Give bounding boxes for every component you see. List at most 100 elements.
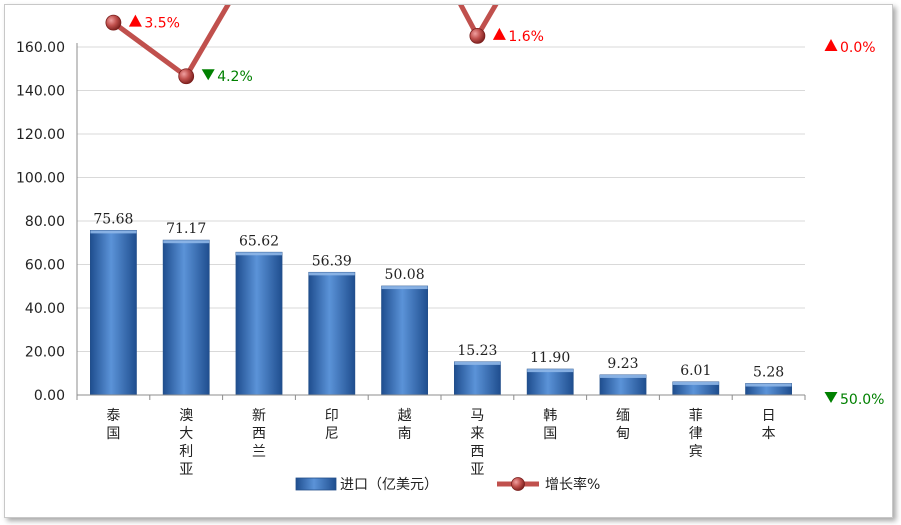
x-category-label: 菲律宾 xyxy=(689,408,703,460)
x-category-char: 南 xyxy=(398,426,412,442)
legend-line-marker xyxy=(511,477,525,491)
bar-top-highlight xyxy=(90,230,137,234)
x-category-char: 律 xyxy=(689,426,703,442)
y-tick-label: 100.00 xyxy=(16,171,65,187)
x-category-char: 泰 xyxy=(106,408,120,424)
bar-top-highlight xyxy=(527,369,574,373)
growth-line xyxy=(111,5,499,79)
bar xyxy=(308,271,356,396)
x-category-char: 澳 xyxy=(179,408,193,424)
bar-value-label: 75.68 xyxy=(93,211,133,227)
y-tick-label: 0.00 xyxy=(34,388,65,404)
x-category-char: 国 xyxy=(106,426,120,442)
bar-series: 75.68 71.17 65.62 56.39 50.08 15.23 11.90 9.23 6… xyxy=(90,211,792,396)
growth-line-series: 3.5%4.2%13.7%24.3%21.2%1.6%19.4%22.9%30.… xyxy=(105,5,544,85)
secondary-bottom-text: 50.0% xyxy=(840,392,884,408)
growth-point xyxy=(469,27,486,44)
bar-top-highlight xyxy=(600,374,646,378)
bar-top-highlight xyxy=(381,286,428,290)
bar xyxy=(453,361,501,396)
x-category-char: 西 xyxy=(470,444,484,460)
legend-bar-swatch xyxy=(295,477,337,491)
x-category-char: 马 xyxy=(470,408,484,424)
bar-value-label: 50.08 xyxy=(385,267,425,283)
bar-value-label: 56.39 xyxy=(312,253,352,269)
bar-top-highlight xyxy=(163,240,210,244)
x-category-label: 韩国 xyxy=(543,408,557,442)
x-category-char: 亚 xyxy=(179,462,193,478)
bar-top-highlight xyxy=(308,272,355,276)
y-tick-label: 120.00 xyxy=(16,127,65,143)
bar xyxy=(90,229,137,396)
legend-bar-label: 进口（亿美元） xyxy=(340,477,438,493)
legend-item-line: 增长率% xyxy=(497,476,600,493)
x-category-label: 日本 xyxy=(762,408,776,442)
growth-label: 1.6% xyxy=(492,27,544,45)
x-category-char: 来 xyxy=(470,426,484,442)
x-category-char: 利 xyxy=(179,444,193,460)
x-category-char: 亚 xyxy=(470,462,484,478)
secondary-bottom-label: 50.0% xyxy=(824,392,884,408)
bar-value-label: 15.23 xyxy=(457,343,497,359)
bar xyxy=(235,251,283,396)
chart-frame: 0.00 20.00 40.00 60.00 80.00 100.00 120.00 140.… xyxy=(4,4,893,518)
x-category-label: 缅甸 xyxy=(616,408,630,442)
x-category-char: 大 xyxy=(179,426,193,442)
bar xyxy=(162,239,210,396)
chart-svg: 0.00 20.00 40.00 60.00 80.00 100.00 120.00 140.… xyxy=(16,5,884,493)
growth-point xyxy=(178,68,195,85)
up-arrow-icon xyxy=(492,27,506,40)
up-arrow-icon xyxy=(824,39,838,51)
x-category-char: 宾 xyxy=(689,444,703,460)
y-tick-label: 140.00 xyxy=(16,84,65,100)
y-axis: 0.00 20.00 40.00 60.00 80.00 100.00 120.00 140.… xyxy=(16,40,78,404)
x-category-char: 新 xyxy=(252,408,266,424)
x-category-label: 泰国 xyxy=(106,408,120,442)
bar-value-label: 6.01 xyxy=(680,363,711,379)
x-category-char: 缅 xyxy=(616,408,630,424)
y-tick-label: 40.00 xyxy=(25,301,65,317)
bar xyxy=(381,285,429,396)
bar xyxy=(599,374,647,396)
down-arrow-icon xyxy=(201,69,215,81)
up-arrow-icon xyxy=(128,14,142,27)
growth-value-label: 1.6% xyxy=(508,29,544,45)
x-category-char: 韩 xyxy=(543,408,557,424)
x-category-char: 兰 xyxy=(252,444,266,460)
secondary-top-label: 0.0% xyxy=(824,39,876,56)
growth-value-label: 3.5% xyxy=(144,16,180,32)
x-category-char: 越 xyxy=(398,408,412,424)
x-category-char: 西 xyxy=(252,426,266,442)
down-arrow-icon xyxy=(824,392,838,403)
x-category-char: 印 xyxy=(325,408,339,424)
growth-label: 3.5% xyxy=(128,14,180,32)
bar-value-label: 65.62 xyxy=(239,233,279,249)
x-category-char: 国 xyxy=(543,426,557,442)
x-category-char: 日 xyxy=(762,408,776,424)
bar-value-label: 9.23 xyxy=(607,356,638,372)
x-category-char: 本 xyxy=(762,426,776,442)
y-tick-label: 160.00 xyxy=(16,40,65,56)
growth-label: 4.2% xyxy=(201,69,253,85)
x-category-label: 新西兰 xyxy=(252,408,266,460)
x-category-char: 尼 xyxy=(325,426,339,442)
secondary-axis-labels: 0.0% 50.0% xyxy=(824,39,884,408)
x-category-label: 越南 xyxy=(398,408,412,442)
y-tick-label: 80.00 xyxy=(25,214,65,230)
bar-value-label: 5.28 xyxy=(753,365,784,381)
bar xyxy=(526,368,574,396)
legend: 进口（亿美元） 增长率% xyxy=(295,476,600,493)
x-category-label: 印尼 xyxy=(325,408,339,442)
y-tick-label: 60.00 xyxy=(25,258,65,274)
bar-value-label: 11.90 xyxy=(530,350,570,366)
x-category-char: 菲 xyxy=(689,408,703,424)
bar-top-highlight xyxy=(236,252,282,256)
bar-value-label: 71.17 xyxy=(166,221,206,237)
growth-point xyxy=(105,14,122,31)
bar-top-highlight xyxy=(454,361,501,365)
legend-line-label: 增长率% xyxy=(545,476,600,493)
legend-item-bars: 进口（亿美元） xyxy=(295,477,438,493)
